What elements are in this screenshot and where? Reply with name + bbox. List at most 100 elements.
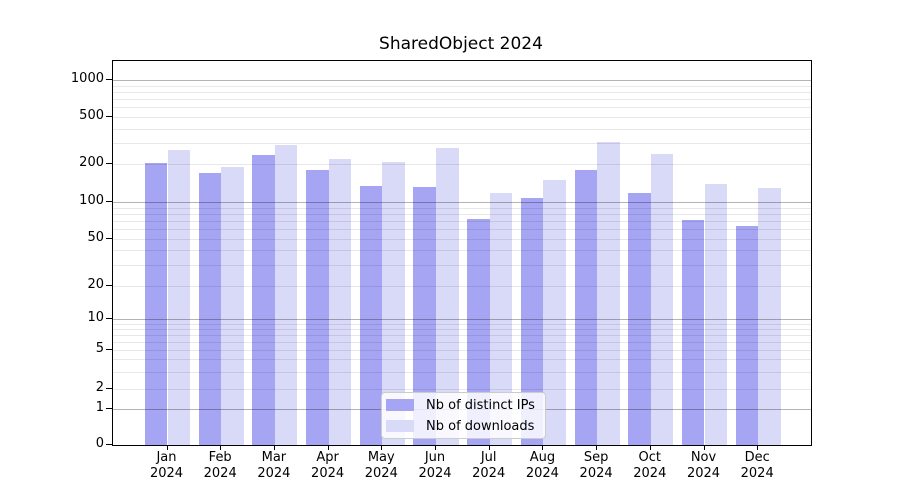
bar-downloads-mar xyxy=(274,145,298,445)
y-tick-label-100: 100 xyxy=(79,193,104,208)
bar-downloads-jan xyxy=(167,149,191,445)
bar-downloads-feb xyxy=(221,167,244,445)
gridline-minor-700 xyxy=(113,99,811,101)
gridline-minor-200 xyxy=(113,164,811,166)
x-tick-mark-nov xyxy=(703,445,705,450)
bar-distinct-ips-oct xyxy=(628,192,651,445)
gridline-minor-800 xyxy=(113,91,811,93)
y-tick-label-1: 1 xyxy=(95,400,104,416)
gridline-minor-3 xyxy=(113,371,811,373)
y-tick-mark-10 xyxy=(106,318,112,320)
y-tick-label-2: 2 xyxy=(95,379,104,395)
bar-downloads-may xyxy=(382,161,405,445)
y-tick-label-500: 500 xyxy=(79,108,104,123)
y-tick-mark-500 xyxy=(106,116,112,117)
bar-distinct-ips-mar xyxy=(252,154,275,445)
gridline-minor-80 xyxy=(113,213,811,215)
x-tick-mark-jan xyxy=(166,445,168,450)
bar-downloads-aug xyxy=(543,179,566,445)
y-tick-mark-0 xyxy=(106,444,112,445)
y-tick-mark-20 xyxy=(106,285,112,286)
y-tick-label-20: 20 xyxy=(87,277,104,292)
bar-distinct-ips-feb xyxy=(198,173,222,445)
gridline-minor-9 xyxy=(113,323,811,325)
gridline-minor-6 xyxy=(113,341,811,343)
x-tick-mark-oct xyxy=(649,445,651,450)
bar-distinct-ips-aug xyxy=(520,197,544,445)
bar-distinct-ips-jul xyxy=(467,218,490,445)
x-tick-mark-aug xyxy=(542,445,544,450)
gridline-major-1000 xyxy=(113,80,811,81)
x-tick-label-jul: Jul 2024 xyxy=(472,450,506,481)
y-tick-mark-100 xyxy=(106,201,112,202)
gridline-major-10 xyxy=(113,319,811,321)
y-tick-mark-50 xyxy=(106,237,112,239)
gridline-minor-20 xyxy=(113,286,811,287)
gridline-minor-70 xyxy=(113,220,811,222)
legend-label: Nb of downloads xyxy=(426,418,535,434)
y-tick-mark-1 xyxy=(106,408,112,410)
legend-item-distinct-ips: Nb of distinct IPs xyxy=(382,396,545,414)
x-tick-label-sep: Sep 2024 xyxy=(579,450,613,481)
x-tick-mark-jun xyxy=(435,445,436,450)
bar-downloads-nov xyxy=(704,183,728,445)
bar-downloads-oct xyxy=(650,153,674,445)
gridline-minor-400 xyxy=(113,128,811,130)
gridline-minor-500 xyxy=(113,117,811,118)
gridline-minor-60 xyxy=(113,229,811,231)
x-tick-mark-jul xyxy=(488,445,490,450)
y-tick-label-5: 5 xyxy=(95,341,104,356)
bar-downloads-dec xyxy=(758,188,781,445)
y-tick-label-200: 200 xyxy=(79,155,104,171)
bar-downloads-jun xyxy=(436,147,459,445)
y-tick-label-50: 50 xyxy=(87,229,104,245)
gridline-minor-5 xyxy=(113,350,811,351)
gridline-minor-40 xyxy=(113,250,811,252)
legend-swatch-downloads xyxy=(386,420,414,432)
bar-downloads-apr xyxy=(328,159,352,445)
y-tick-mark-2 xyxy=(106,387,112,389)
legend-swatch-distinct-ips xyxy=(386,399,414,411)
x-tick-mark-sep xyxy=(596,445,598,450)
bar-distinct-ips-sep xyxy=(574,170,598,445)
bar-downloads-jul xyxy=(489,193,513,445)
legend-label: Nb of distinct IPs xyxy=(426,397,535,413)
gridline-minor-4 xyxy=(113,359,811,361)
bar-distinct-ips-jan xyxy=(144,163,168,445)
x-tick-label-oct: Oct 2024 xyxy=(633,450,667,481)
bar-distinct-ips-may xyxy=(359,185,383,445)
bar-distinct-ips-jun xyxy=(413,186,436,445)
x-tick-label-feb: Feb 2024 xyxy=(203,450,237,481)
y-tick-mark-200 xyxy=(106,163,112,165)
legend-item-downloads: Nb of downloads xyxy=(382,417,545,435)
y-tick-label-10: 10 xyxy=(87,310,104,326)
gridline-major-100 xyxy=(113,202,811,203)
gridline-minor-900 xyxy=(113,85,811,87)
x-tick-mark-feb xyxy=(220,445,222,450)
bar-distinct-ips-apr xyxy=(306,170,329,445)
y-tick-mark-5 xyxy=(106,349,112,350)
x-tick-label-may: May 2024 xyxy=(364,450,398,481)
x-tick-label-dec: Dec 2024 xyxy=(740,450,774,481)
y-tick-mark-1000 xyxy=(106,79,112,80)
x-tick-label-jan: Jan 2024 xyxy=(149,450,184,481)
x-tick-mark-apr xyxy=(327,445,329,450)
gridline-minor-600 xyxy=(113,107,811,109)
plot-area xyxy=(112,60,812,446)
gridline-minor-7 xyxy=(113,335,811,337)
gridline-minor-90 xyxy=(113,207,811,209)
bar-downloads-sep xyxy=(597,141,620,445)
chart-title: SharedObject 2024 xyxy=(379,34,543,54)
y-tick-label-1000: 1000 xyxy=(70,71,104,86)
legend: Nb of distinct IPs Nb of downloads xyxy=(381,392,546,439)
bar-distinct-ips-nov xyxy=(681,220,705,445)
gridline-minor-30 xyxy=(113,265,811,267)
x-tick-mark-mar xyxy=(273,445,275,450)
y-tick-label-0: 0 xyxy=(95,436,104,451)
x-tick-label-apr: Apr 2024 xyxy=(311,450,345,481)
x-tick-label-mar: Mar 2024 xyxy=(257,450,291,481)
gridline-minor-50 xyxy=(113,238,811,240)
gridline-minor-8 xyxy=(113,329,811,331)
gridline-minor-2 xyxy=(113,388,811,390)
